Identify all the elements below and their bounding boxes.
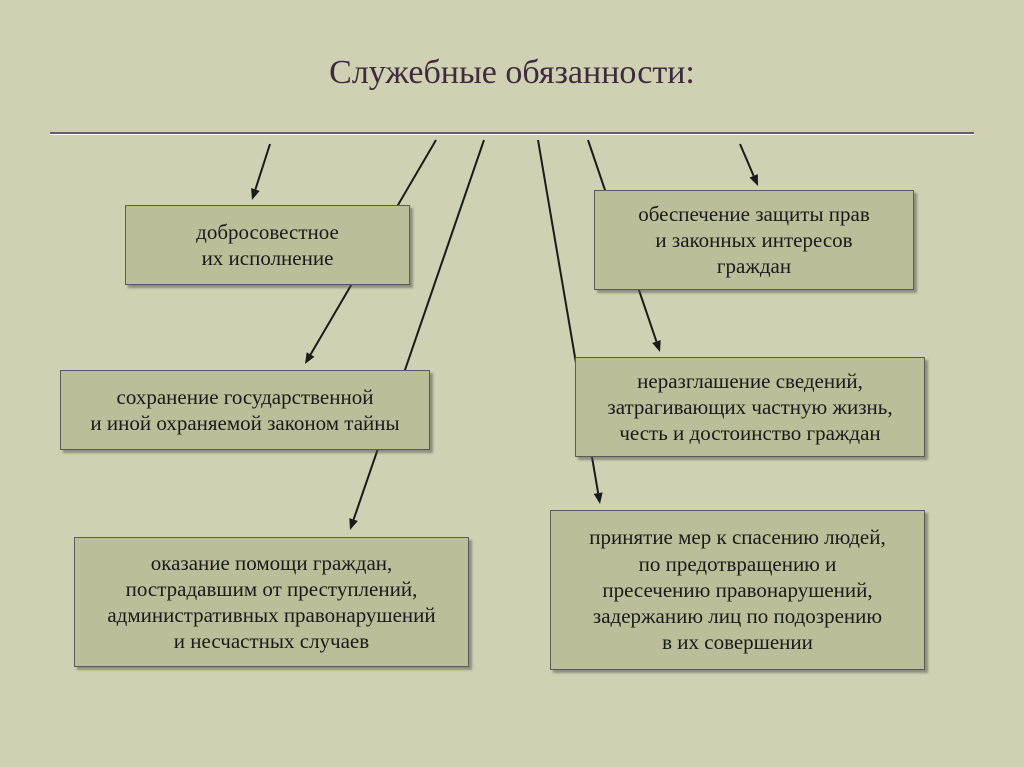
slide: Служебные обязанности: добросовестноеих … [0, 0, 1024, 767]
box-b3: сохранение государственнойи иной охраняе… [60, 370, 430, 450]
slide-title: Служебные обязанности: [0, 54, 1024, 92]
box-b5: оказание помощи граждан,пострадавшим от … [74, 537, 469, 667]
title-underline [50, 132, 974, 135]
box-b4: неразглашение сведений,затрагивающих час… [575, 357, 925, 457]
box-b1: добросовестноеих исполнение [125, 205, 410, 285]
box-b2: обеспечение защиты прави законных интере… [594, 190, 914, 290]
box-b6: принятие мер к спасению людей,по предотв… [550, 510, 925, 670]
